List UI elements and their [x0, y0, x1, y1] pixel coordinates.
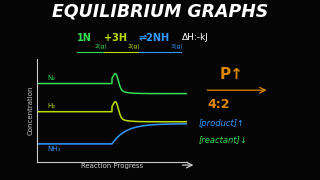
Text: 1N: 1N — [77, 33, 92, 42]
Text: [reactant]↓: [reactant]↓ — [198, 135, 247, 144]
Text: EQUILIBRIUM GRAPHS: EQUILIBRIUM GRAPHS — [52, 3, 268, 21]
Text: 2(g): 2(g) — [128, 44, 140, 49]
Text: +3H: +3H — [104, 33, 127, 42]
Y-axis label: Concentration: Concentration — [28, 86, 34, 135]
Text: N₂: N₂ — [47, 75, 55, 81]
Text: 3(g): 3(g) — [170, 44, 183, 49]
Text: ⇌2NH: ⇌2NH — [139, 33, 170, 42]
Text: 2(g): 2(g) — [94, 44, 107, 49]
Text: ΔH:-kJ: ΔH:-kJ — [182, 33, 209, 42]
Text: [product]↑: [product]↑ — [198, 118, 244, 127]
Text: NH₃: NH₃ — [47, 146, 60, 152]
X-axis label: Reaction Progress: Reaction Progress — [81, 163, 143, 169]
Text: 4:2: 4:2 — [207, 98, 229, 111]
Text: H₂: H₂ — [47, 103, 55, 109]
Text: P↑: P↑ — [220, 67, 243, 82]
